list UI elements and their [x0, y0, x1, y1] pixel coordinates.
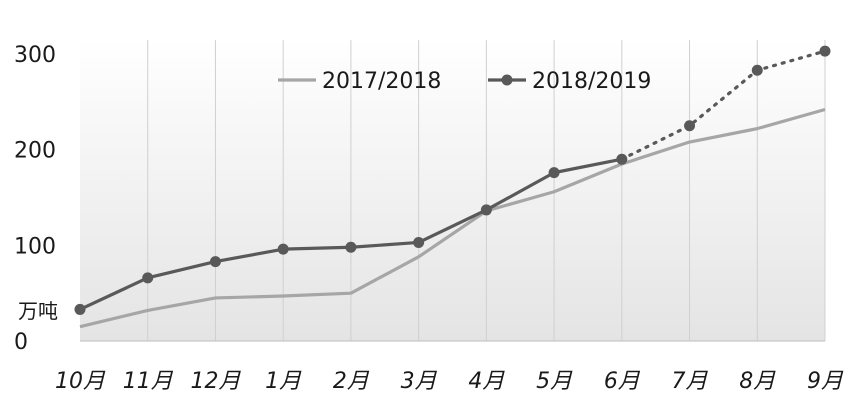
x-tick-label: 2月 [333, 369, 370, 394]
x-tick-label: 10月 [55, 369, 106, 394]
grid-lines [80, 40, 826, 342]
y-tick-label: 0 [14, 330, 28, 355]
data-point [819, 45, 831, 57]
data-point [277, 243, 289, 255]
data-point [751, 64, 763, 76]
x-tick-label: 7月 [672, 369, 709, 394]
x-axis: 10月 11月 12月 1月 2月 3月 4月 5月 6月 7月 8月 9月 [55, 369, 844, 394]
data-point [413, 236, 425, 248]
legend-label: 2018/2019 [532, 69, 651, 94]
x-tick-label: 4月 [468, 369, 505, 394]
y-tick-label: 200 [14, 139, 56, 164]
series-0 [79, 107, 826, 329]
y-tick-label: 300 [14, 43, 56, 68]
x-tick-label: 9月 [807, 369, 844, 394]
legend: 2017/2018 2018/2019 [278, 69, 651, 94]
x-tick-label: 5月 [536, 369, 573, 394]
data-point [548, 167, 560, 179]
x-tick-label: 12月 [190, 369, 241, 394]
legend-label: 2017/2018 [322, 69, 441, 94]
data-point [684, 120, 696, 132]
x-tick-label: 1月 [265, 369, 302, 394]
series-line [79, 107, 826, 329]
data-point [480, 204, 492, 216]
y-unit-label: 万吨 [18, 299, 58, 323]
plot-background [80, 40, 825, 341]
data-point [616, 153, 628, 165]
y-axis: 0 100 200 300 [14, 43, 56, 355]
series-1 [74, 45, 831, 315]
data-point [209, 256, 221, 268]
x-tick-label: 8月 [739, 369, 776, 394]
data-point [142, 272, 154, 284]
y-tick-label: 100 [14, 234, 56, 259]
data-point [74, 303, 86, 315]
x-tick-label: 3月 [401, 369, 438, 394]
legend-marker [501, 74, 513, 86]
series-layer [74, 45, 831, 329]
x-tick-label: 6月 [604, 369, 641, 394]
data-point [345, 241, 357, 253]
series-line-projected [620, 49, 827, 161]
x-tick-label: 11月 [123, 369, 174, 394]
